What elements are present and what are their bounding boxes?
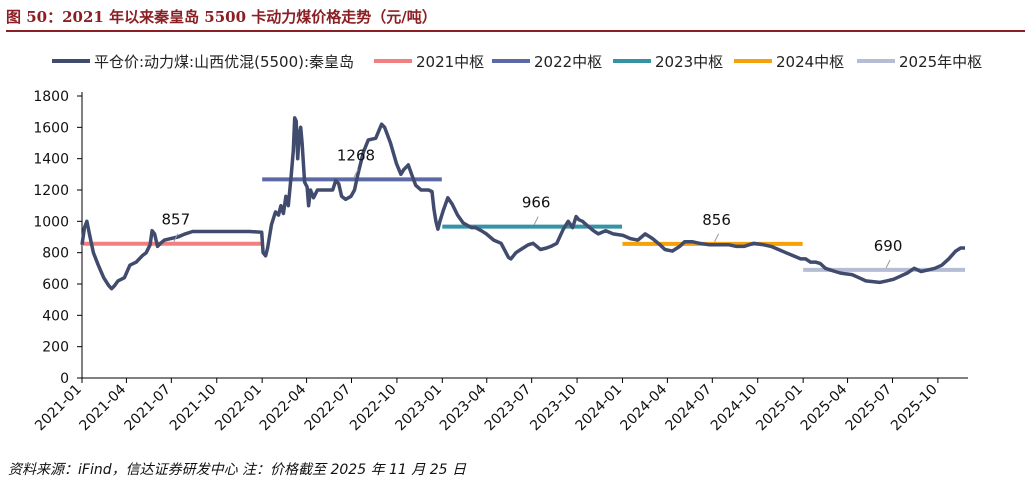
x-tick-label: 2024-04 bbox=[618, 381, 671, 434]
y-tick-label: 1000 bbox=[33, 214, 69, 230]
annotation-leader bbox=[173, 233, 179, 242]
x-tick-label: 2024-01 bbox=[573, 382, 626, 435]
center-value-label: 857 bbox=[162, 211, 191, 229]
x-tick-label: 2023-10 bbox=[527, 382, 580, 435]
y-tick-label: 400 bbox=[42, 308, 69, 324]
x-tick-label: 2021-10 bbox=[167, 382, 220, 435]
series-line bbox=[80, 116, 965, 291]
x-tick-label: 2024-07 bbox=[662, 382, 715, 435]
x-tick-label: 2021-01 bbox=[32, 382, 85, 435]
x-tick-label: 2022-01 bbox=[212, 382, 265, 435]
y-tick-label: 0 bbox=[60, 371, 69, 387]
center-value-label: 966 bbox=[522, 194, 551, 212]
x-tick-label: 2024-10 bbox=[708, 382, 761, 435]
chart-legend: 平仓价:动力煤:山西优混(5500):秦皇岛 2021中枢 2022中枢 2023中枢… bbox=[52, 53, 982, 71]
x-tick-label: 2025-10 bbox=[888, 382, 941, 435]
y-tick-label: 1200 bbox=[33, 183, 69, 199]
source-note: 资料来源：iFind，信达证券研发中心 注：价格截至 2025 年 11 月 2… bbox=[8, 462, 466, 478]
figure-title: 图 50：2021 年以来秦皇岛 5500 卡动力煤价格走势（元/吨） bbox=[6, 8, 437, 26]
x-tick-label: 2023-04 bbox=[437, 381, 490, 434]
legend-label: 2025年中枢 bbox=[899, 53, 982, 71]
title-bar: 图 50：2021 年以来秦皇岛 5500 卡动力煤价格走势（元/吨） bbox=[6, 4, 1025, 32]
x-tick-label: 2025-04 bbox=[798, 381, 851, 434]
x-tick-label: 2022-04 bbox=[257, 381, 310, 434]
x-tick-label: 2021-07 bbox=[121, 382, 174, 435]
legend-label: 平仓价:动力煤:山西优混(5500):秦皇岛 bbox=[94, 53, 354, 71]
chart-axes: 0 200 400 600 800 1000 1200 1400 1600 1800 2021-01… bbox=[32, 89, 968, 434]
y-tick-label: 600 bbox=[42, 277, 69, 293]
center-value-label: 1268 bbox=[337, 146, 375, 164]
center-annotations: 857 1268 966 856 690 bbox=[162, 146, 903, 269]
center-value-label: 690 bbox=[874, 237, 903, 255]
x-tick-label: 2025-01 bbox=[753, 382, 806, 435]
annotation-leader bbox=[533, 216, 539, 225]
legend-label: 2023中枢 bbox=[655, 53, 723, 71]
x-tick-label: 2023-01 bbox=[392, 382, 445, 435]
y-tick-label: 1800 bbox=[33, 89, 69, 105]
x-tick-label: 2022-07 bbox=[302, 382, 355, 435]
x-tick-label: 2023-07 bbox=[482, 382, 535, 435]
y-tick-label: 1600 bbox=[33, 120, 69, 136]
y-tick-label: 200 bbox=[42, 340, 69, 356]
x-tick-label: 2025-07 bbox=[843, 382, 896, 435]
legend-label: 2021中枢 bbox=[416, 53, 484, 71]
legend-label: 2024中枢 bbox=[776, 53, 844, 71]
center-value-label: 856 bbox=[702, 211, 731, 229]
x-tick-label: 2022-10 bbox=[347, 382, 400, 435]
legend-label: 2022中枢 bbox=[534, 53, 602, 71]
y-tick-label: 800 bbox=[42, 246, 69, 262]
annotation-leader bbox=[885, 259, 891, 269]
annotation-leader bbox=[714, 233, 720, 243]
y-tick-label: 1400 bbox=[33, 152, 69, 168]
price-series bbox=[80, 116, 965, 291]
annotation-leader bbox=[353, 169, 359, 178]
x-tick-label: 2021-04 bbox=[77, 381, 130, 434]
